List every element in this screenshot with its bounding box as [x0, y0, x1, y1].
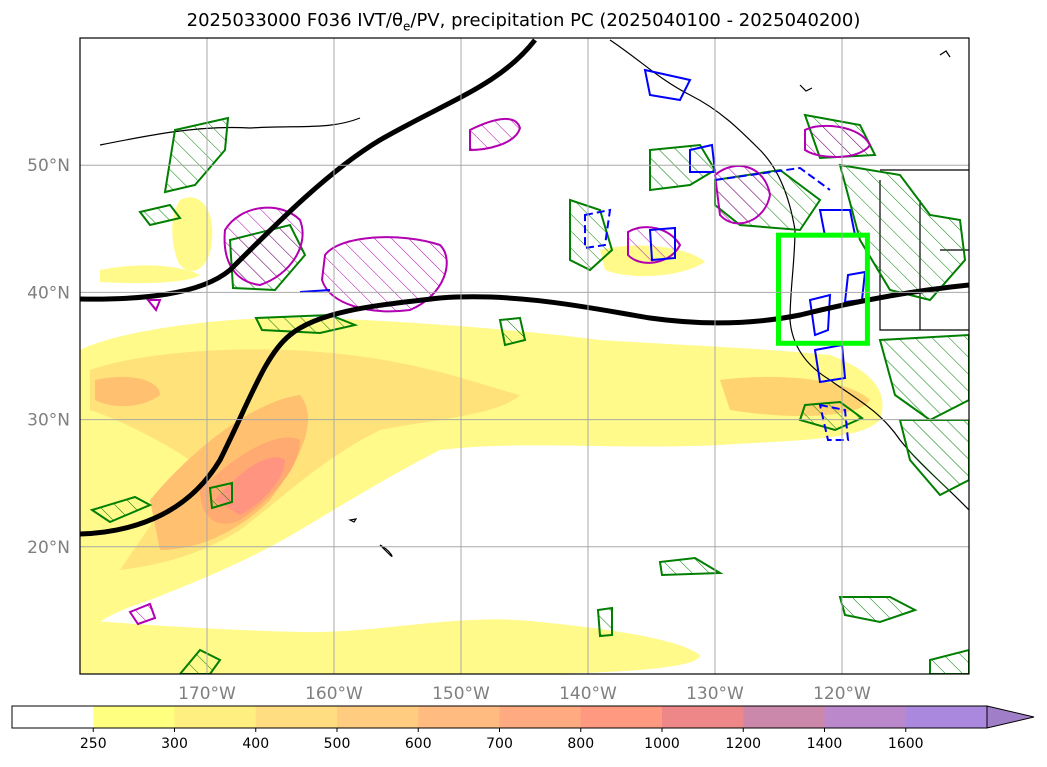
- lat-tick-label: 50°N: [27, 156, 70, 176]
- colorbar-extend-arrow: [986, 705, 1035, 729]
- colorbar: 250 300 400 500 600 700 800 1000 1200 1400 1600: [11, 705, 1035, 752]
- gridlines: [80, 38, 969, 674]
- jet-lines: [80, 38, 969, 537]
- lat-tick-labels: 50°N 40°N 30°N 20°N: [27, 156, 70, 558]
- highlight-box: [776, 232, 870, 346]
- colorbar-label: 800: [567, 736, 594, 752]
- lat-tick-label: 30°N: [27, 411, 70, 431]
- colorbar-segment: [174, 706, 257, 728]
- colorbar-segment: [824, 706, 907, 728]
- lon-tick-labels: 170°W 160°W 150°W 140°W 130°W 120°W: [178, 684, 871, 704]
- colorbar-label: 1600: [888, 736, 924, 752]
- colorbar-segment: [93, 706, 175, 728]
- colorbar-segment: [743, 706, 825, 728]
- colorbar-segment: [337, 706, 419, 728]
- colorbar-label: 400: [242, 736, 269, 752]
- colorbar-label: 600: [405, 736, 432, 752]
- lat-tick-label: 20°N: [27, 538, 70, 558]
- lon-tick-label: 160°W: [305, 684, 363, 704]
- lon-tick-label: 140°W: [559, 684, 617, 704]
- colorbar-segment: [255, 706, 338, 728]
- colorbar-label: 700: [486, 736, 513, 752]
- pv-contours: [89, 113, 969, 674]
- colorbar-segment: [12, 706, 94, 728]
- colorbar-label: 250: [80, 736, 107, 752]
- colorbar-label: 500: [324, 736, 351, 752]
- theta-contours: [128, 117, 872, 626]
- colorbar-segment: [580, 706, 663, 728]
- colorbar-segment: [499, 706, 582, 728]
- map-frame: [79, 37, 970, 675]
- lat-tick-label: 40°N: [27, 283, 70, 303]
- colorbar-segment: [418, 706, 500, 728]
- map-area: [80, 38, 969, 674]
- figure-title: 2025033000 F036 IVT/θe/PV, precipitation…: [186, 10, 861, 34]
- lon-tick-label: 120°W: [813, 684, 871, 704]
- colorbar-label: 1200: [725, 736, 761, 752]
- colorbar-label: 1000: [644, 736, 680, 752]
- lon-tick-label: 170°W: [178, 684, 236, 704]
- colorbar-label: 1400: [807, 736, 843, 752]
- lon-tick-label: 130°W: [686, 684, 744, 704]
- colorbar-segment: [905, 706, 988, 728]
- colorbar-label: 300: [161, 736, 188, 752]
- colorbar-segment: [662, 706, 744, 728]
- lon-tick-label: 150°W: [432, 684, 490, 704]
- ivt-shading: [80, 197, 883, 674]
